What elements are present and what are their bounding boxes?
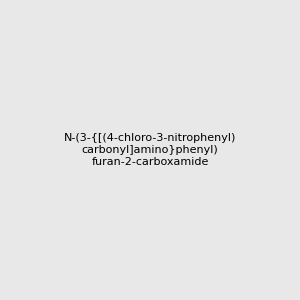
Text: N-(3-{[(4-chloro-3-nitrophenyl)
carbonyl]amino}phenyl)
furan-2-carboxamide: N-(3-{[(4-chloro-3-nitrophenyl) carbonyl… [64, 134, 236, 166]
